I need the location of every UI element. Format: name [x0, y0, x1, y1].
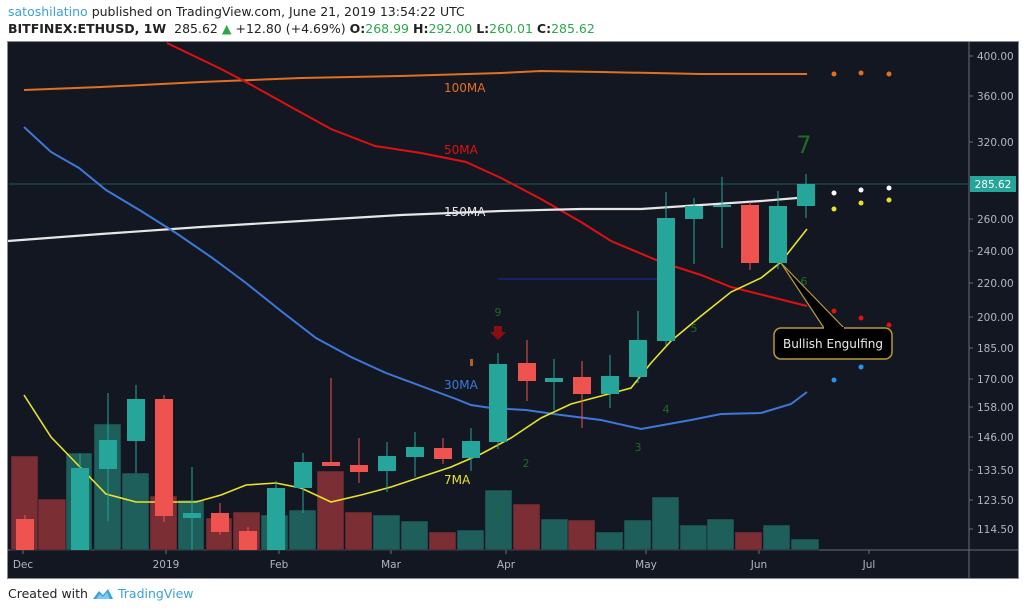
time-tick-label: Apr [497, 559, 516, 571]
td-count-2: 2 [523, 457, 530, 470]
candlesticks [16, 174, 815, 550]
price-change: +12.80 (+4.69%) [235, 21, 346, 36]
price-tick-label: 185.00 [977, 343, 1014, 355]
high-label: H: [413, 21, 429, 36]
td-count-5: 5 [691, 322, 698, 335]
ma50-label: 50MA [444, 143, 479, 157]
price-tick-label: 200.00 [977, 312, 1014, 324]
bullish-engulfing-callout[interactable]: Bullish Engulfing [773, 262, 893, 360]
td-count-4: 4 [663, 403, 670, 416]
footer: Created with TradingView [8, 586, 194, 601]
chart-container[interactable]: 9 1 2 3 4 5 6 7 100MA 50MA 150MA 30MA 7M… [7, 41, 1019, 579]
price-tick-label: 133.50 [977, 465, 1014, 477]
ma-forecast-dots [831, 70, 892, 383]
time-tick-label: Jun [750, 559, 767, 571]
ma50-line [166, 42, 808, 307]
last-price-badge-text: 285.62 [975, 179, 1012, 191]
publish-info: satoshilatino published on TradingView.c… [8, 4, 465, 19]
price-tick-label: 123.50 [977, 495, 1014, 507]
low-value: 260.01 [489, 21, 533, 36]
td-count-6: 6 [801, 275, 808, 288]
time-tick-label: Feb [270, 559, 289, 571]
price-chart[interactable]: 9 1 2 3 4 5 6 7 100MA 50MA 150MA 30MA 7M… [7, 42, 1018, 578]
td-count-9: 9 [495, 306, 502, 319]
time-tick-label: May [635, 559, 657, 571]
symbol-label: BITFINEX:ETHUSD, 1W [8, 21, 167, 36]
published-text: published on TradingView.com, June 21, 2… [91, 4, 465, 19]
td-count-3: 3 [635, 441, 642, 454]
time-tick-label: Mar [381, 559, 401, 571]
close-label: C: [536, 21, 552, 36]
volume-bars [10, 423, 820, 551]
time-tick-label: 2019 [153, 559, 180, 571]
price-tick-label: 170.00 [977, 374, 1014, 386]
ma30-label: 30MA [444, 378, 479, 392]
last-price: 285.62 [174, 21, 218, 36]
ma30-line [23, 126, 808, 431]
price-tick-label: 240.00 [977, 246, 1014, 258]
high-value: 292.00 [428, 21, 473, 36]
last-price-badge: 285.62 [970, 176, 1016, 192]
tradingview-link[interactable]: TradingView [117, 586, 194, 601]
price-tick-label: 220.00 [977, 278, 1014, 290]
price-tick-label: 146.00 [977, 432, 1014, 444]
ma150-line [7, 196, 798, 243]
td-count-7: 7 [796, 131, 811, 159]
close-value: 285.62 [551, 21, 595, 36]
ma7-label: 7MA [444, 473, 471, 487]
open-label: O: [349, 21, 366, 36]
price-tick-label: 320.00 [977, 137, 1014, 149]
price-tick-label: 158.00 [977, 402, 1014, 414]
symbol-info: BITFINEX:ETHUSD, 1W 285.62 ▲ +12.80 (+4.… [8, 21, 595, 36]
price-tick-label: 260.00 [977, 214, 1014, 226]
open-value: 268.99 [365, 21, 410, 36]
author-link[interactable]: satoshilatino [8, 4, 88, 19]
price-tick-label: 360.00 [977, 91, 1014, 103]
td-count-1: 1 [495, 507, 502, 520]
td-sequence-counts: 9 1 2 3 4 5 6 7 [495, 131, 812, 520]
sell-arrow-icon [490, 326, 506, 340]
created-with-text: Created with [8, 586, 88, 601]
price-tick-label: 400.00 [977, 51, 1014, 63]
price-axis[interactable]: 400.00 360.00 320.00 260.00 240.00 220.00 200.… [969, 51, 1014, 536]
low-label: L: [476, 21, 490, 36]
ma100-line [23, 69, 807, 91]
ma150-label: 150MA [444, 205, 486, 219]
tradingview-logo-icon [92, 588, 113, 599]
time-tick-label: Dec [13, 559, 34, 571]
price-tick-label: 114.50 [977, 524, 1014, 536]
ma100-label: 100MA [444, 81, 486, 95]
callout-text: Bullish Engulfing [783, 337, 883, 351]
setup-marker-icon [470, 359, 473, 366]
up-arrow-icon: ▲ [221, 21, 232, 36]
time-axis[interactable]: Dec 2019 Feb Mar Apr May Jun Jul [13, 550, 876, 571]
time-tick-label: Jul [862, 559, 876, 571]
